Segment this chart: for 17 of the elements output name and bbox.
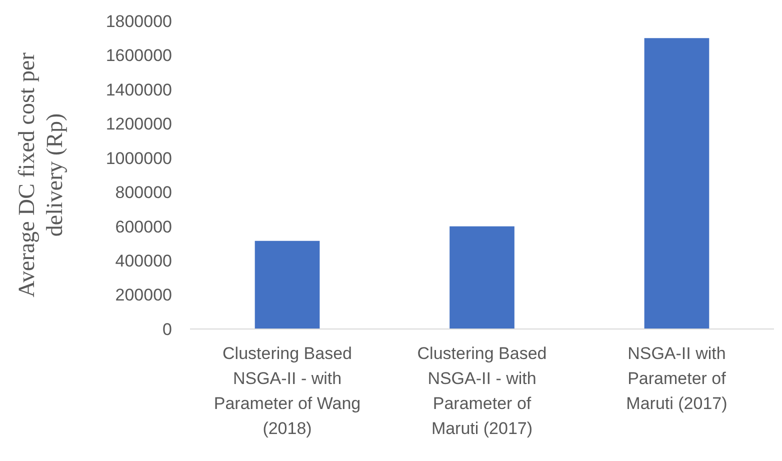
y-tick-label: 1600000 [106,46,172,66]
bar [644,38,710,329]
y-axis-title: Average DC fixed cost per delivery (Rp) [14,52,67,298]
y-tick-label: 1800000 [106,12,172,31]
bar [450,226,514,329]
y-tick-label: 400000 [115,252,172,271]
y-tick-label: 1200000 [106,114,172,134]
y-tick-label: 1400000 [106,80,172,100]
y-tick-label: 1000000 [106,148,172,168]
x-tick-label: NSGA-II with Parameter of Maruti (2017) [626,344,728,413]
y-tick-label: 0 [162,320,172,339]
y-tick-label: 200000 [115,286,172,305]
x-tick-label: Clustering Based NSGA-II - with Parameter of Maruti (2017) [417,344,547,438]
y-tick-label: 800000 [115,183,172,202]
bar [254,240,320,329]
y-tick-label: 600000 [115,217,172,236]
x-tick-label: Clustering Based NSGA-II - with Parameter of Wang (2018) [214,344,361,438]
